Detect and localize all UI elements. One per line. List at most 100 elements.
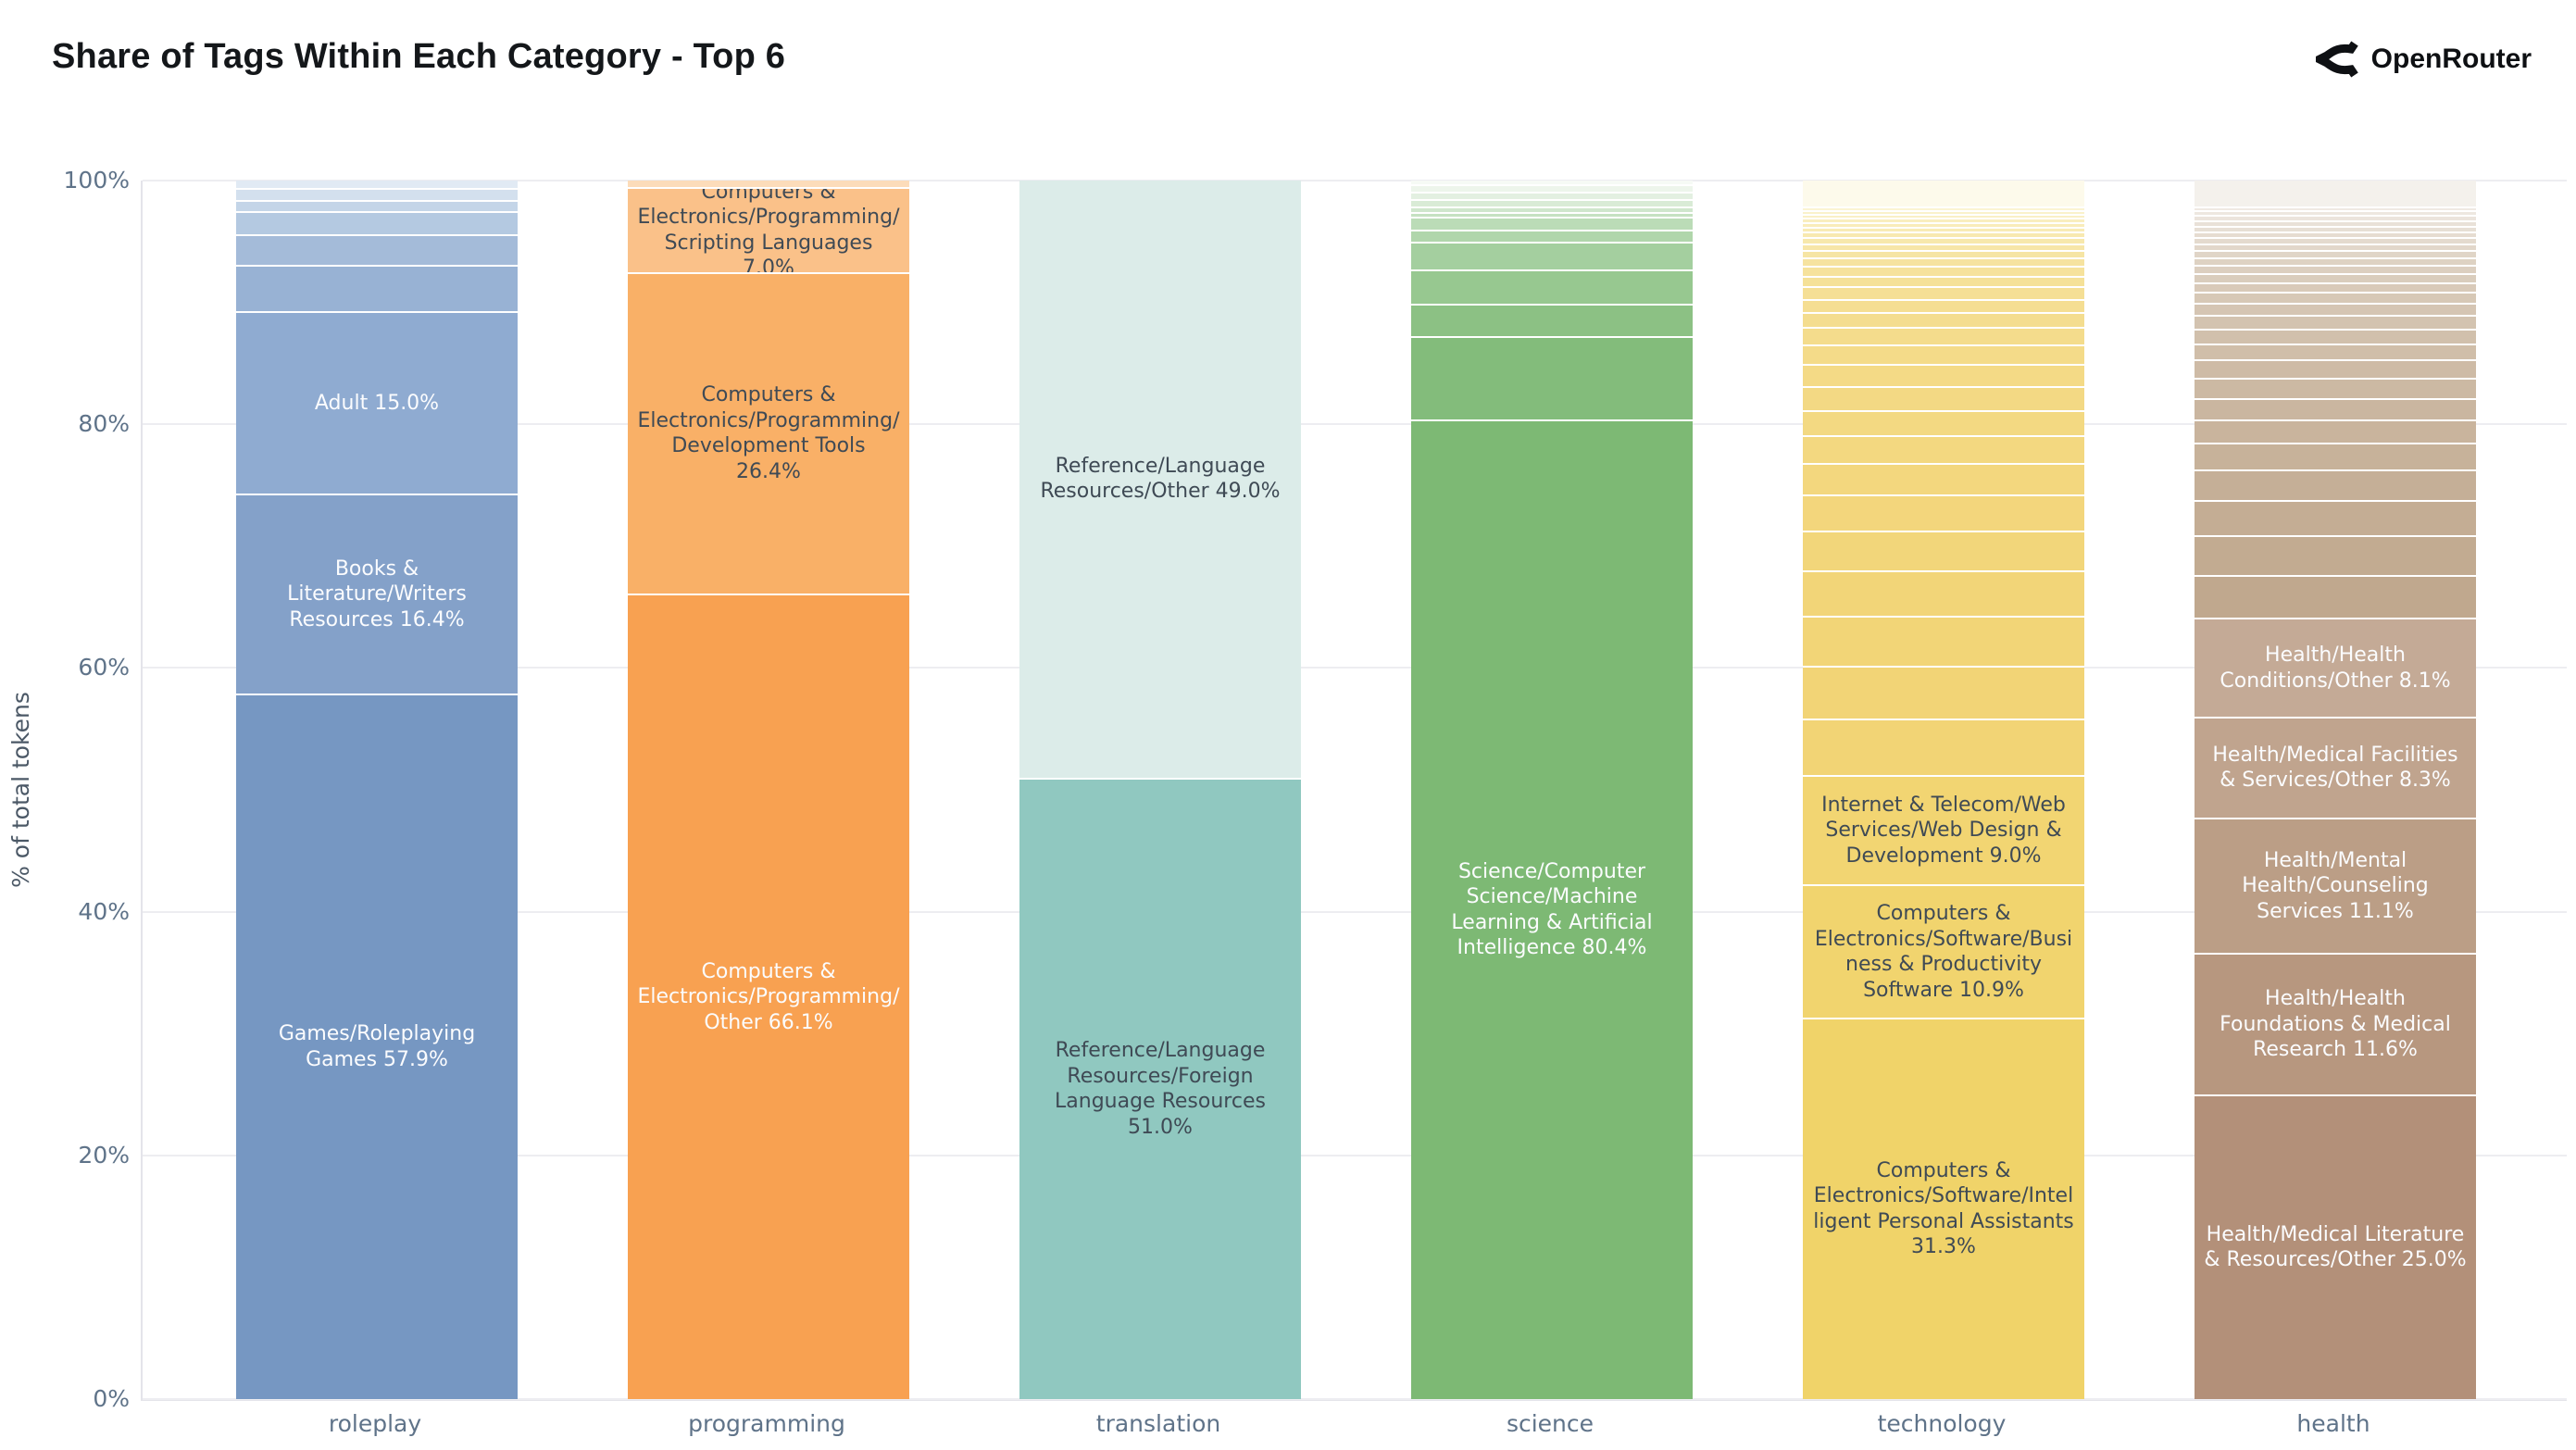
bar-segment xyxy=(1411,217,1693,230)
segment-label: Internet & Telecom/Web Services/Web Desi… xyxy=(1821,793,2066,868)
bar-segment xyxy=(1803,181,2084,206)
bar-segment xyxy=(1803,266,2084,276)
bar-segment xyxy=(2195,303,2476,316)
segment-label: Reference/Language Resources/Other 49.0% xyxy=(1040,454,1281,504)
bar-science: Science/Computer Science/Machine Learnin… xyxy=(1411,181,1693,1399)
segment-label: Computers & Electronics/Programming/Scri… xyxy=(637,186,900,272)
segment-label: Computers & Electronics/Programming/Deve… xyxy=(637,383,900,483)
bar-segment xyxy=(1803,409,2084,435)
openrouter-brand-text: OpenRouter xyxy=(2370,44,2532,74)
bar-segment: Computers & Electronics/Programming/Deve… xyxy=(628,271,909,594)
bar-segment: Reference/Language Resources/Other 49.0% xyxy=(1019,181,1301,778)
bar-segment: Health/Medical Literature & Resources/Ot… xyxy=(2195,1094,2476,1399)
bar-segment xyxy=(2195,499,2476,535)
bar-health: Health/Health Conditions/Other 8.1% Healt… xyxy=(2195,181,2476,1399)
bar-segment xyxy=(2195,256,2476,265)
bar-segment: Computers & Electronics/Software/Busines… xyxy=(1803,884,2084,1018)
gridline xyxy=(143,1154,2567,1156)
bar-segment xyxy=(628,181,909,187)
bar-segment xyxy=(1803,530,2084,570)
bar-segment xyxy=(1803,249,2084,257)
gridline xyxy=(143,910,2567,913)
bar-segment xyxy=(1803,615,2084,666)
y-tick-label: 60% xyxy=(78,654,130,681)
bar-roleplay: Adult 15.0% Books & Literature/Writers Re… xyxy=(236,181,518,1399)
gridline xyxy=(143,1398,2567,1400)
bar-segment xyxy=(2195,315,2476,329)
y-axis-title: % of total tokens xyxy=(7,692,34,888)
bar-segment xyxy=(1411,181,1693,184)
bar-segment xyxy=(236,200,518,211)
bar-segment: Computers & Electronics/Programming/Othe… xyxy=(628,594,909,1399)
bar-segment xyxy=(1411,206,1693,213)
bar-segment xyxy=(1803,494,2084,531)
gridline xyxy=(143,667,2567,669)
bar-segment xyxy=(2195,210,2476,216)
x-category-label: science xyxy=(1506,1410,1594,1437)
bar-segment xyxy=(1411,183,1693,192)
bar-segment xyxy=(236,264,518,311)
bar-segment xyxy=(1411,191,1693,199)
bar-segment: Games/Roleplaying Games 57.9% xyxy=(236,693,518,1399)
bar-segment xyxy=(1803,243,2084,250)
bar-segment xyxy=(1803,327,2084,344)
segment-label: Health/Mental Health/Counseling Services… xyxy=(2242,848,2429,923)
bar-segment xyxy=(1803,363,2084,386)
bar-segment xyxy=(1803,226,2084,232)
plot-area: Adult 15.0% Books & Literature/Writers Re… xyxy=(141,180,2567,1401)
segment-label: Reference/Language Resources/Foreign Lan… xyxy=(1055,1039,1266,1139)
bar-segment xyxy=(2195,181,2476,206)
bar-segment xyxy=(2195,243,2476,250)
bar-segment xyxy=(2195,281,2476,293)
segment-label: Computers & Electronics/Software/Intelli… xyxy=(1813,1158,2074,1259)
segment-label: Health/Medical Literature & Resources/Ot… xyxy=(2204,1222,2467,1272)
bar-segment xyxy=(2195,292,2476,304)
bar-segment xyxy=(2195,398,2476,419)
bar-segment xyxy=(1803,218,2084,222)
segment-label: Science/Computer Science/Machine Learnin… xyxy=(1451,859,1653,960)
gridline xyxy=(143,180,2567,181)
bar-segment: Books & Literature/Writers Resources 16.… xyxy=(236,494,518,694)
bar-segment xyxy=(236,210,518,234)
x-category-label: technology xyxy=(1877,1410,2007,1437)
bar-segment xyxy=(2195,343,2476,360)
segment-label: Health/Health Foundations & Medical Rese… xyxy=(2220,987,2451,1062)
segment-label: Health/Medical Facilities & Services/Oth… xyxy=(2212,743,2458,793)
segment-label: Computers & Electronics/Software/Busines… xyxy=(1814,902,2073,1002)
y-tick-label: 40% xyxy=(78,897,130,925)
x-category-label: programming xyxy=(688,1410,845,1437)
bar-segment xyxy=(2195,206,2476,211)
bar-segment xyxy=(1803,221,2084,227)
bar-segment xyxy=(236,233,518,265)
bar-segment xyxy=(1411,212,1693,218)
y-tick-label: 20% xyxy=(78,1141,130,1169)
bar-programming: Computers & Electronics/Programming/Scri… xyxy=(628,181,909,1399)
bar-segment xyxy=(2195,231,2476,238)
bar-segment xyxy=(2195,575,2476,619)
bar-segment xyxy=(1803,213,2084,219)
bar-segment xyxy=(2195,534,2476,576)
bar-segment xyxy=(2195,328,2476,344)
segment-label: Books & Literature/Writers Resources 16.… xyxy=(287,556,467,631)
bar-segment: Computers & Electronics/Programming/Scri… xyxy=(628,186,909,272)
bar-segment xyxy=(1803,312,2084,328)
bar-segment xyxy=(1803,275,2084,287)
bar-segment: Health/Health Conditions/Other 8.1% xyxy=(2195,618,2476,717)
bar-segment: Science/Computer Science/Machine Learnin… xyxy=(1411,419,1693,1399)
bar-segment: Internet & Telecom/Web Services/Web Desi… xyxy=(1803,774,2084,885)
openrouter-logo-icon xyxy=(2315,41,2358,78)
segment-label: Games/Roleplaying Games 57.9% xyxy=(278,1022,476,1071)
bar-segment xyxy=(2195,378,2476,399)
bar-segment xyxy=(2195,219,2476,226)
bar-segment xyxy=(1803,344,2084,364)
bar-segment: Health/Health Foundations & Medical Rese… xyxy=(2195,953,2476,1094)
bar-segment xyxy=(2195,272,2476,282)
bar-segment xyxy=(2195,225,2476,231)
bar-segment xyxy=(1803,286,2084,299)
bar-segment xyxy=(236,187,518,201)
bar-segment xyxy=(2195,249,2476,257)
bar-segment xyxy=(1411,242,1693,270)
bar-segment xyxy=(1803,298,2084,312)
gridline xyxy=(143,423,2567,426)
